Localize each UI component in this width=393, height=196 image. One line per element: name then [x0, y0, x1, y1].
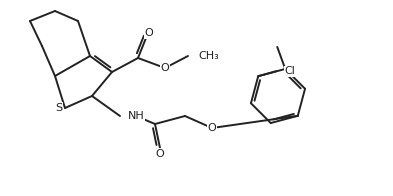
- Text: CH₃: CH₃: [198, 51, 219, 61]
- Text: NH: NH: [128, 111, 145, 121]
- Text: Cl: Cl: [284, 66, 295, 76]
- Text: O: O: [156, 149, 164, 159]
- Text: S: S: [55, 103, 62, 113]
- Text: O: O: [145, 28, 153, 38]
- Text: O: O: [161, 63, 169, 73]
- Text: O: O: [208, 123, 217, 133]
